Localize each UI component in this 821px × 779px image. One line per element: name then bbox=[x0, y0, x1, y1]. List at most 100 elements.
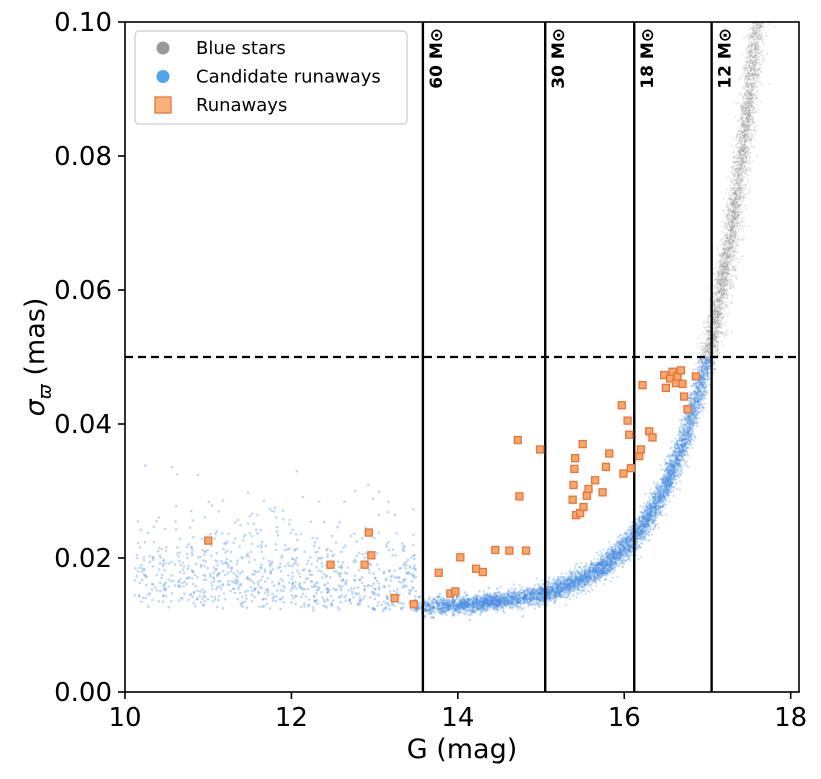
blue-star-point bbox=[707, 333, 710, 336]
candidate-point bbox=[609, 580, 613, 583]
candidate-point bbox=[678, 419, 682, 422]
blue-star-point bbox=[733, 254, 736, 257]
blue-star-point bbox=[723, 309, 726, 312]
blue-star-point bbox=[722, 253, 725, 256]
blue-star-point bbox=[719, 284, 722, 287]
blue-star-point bbox=[731, 255, 734, 258]
blue-star-point bbox=[738, 164, 740, 167]
candidate-point bbox=[262, 499, 266, 503]
blue-star-point bbox=[741, 189, 744, 192]
blue-star-point bbox=[731, 222, 734, 225]
series-blue-stars bbox=[692, 22, 776, 365]
candidate-point bbox=[232, 571, 236, 575]
blue-star-point bbox=[734, 234, 737, 237]
blue-star-point bbox=[737, 119, 740, 122]
blue-star-point bbox=[722, 291, 725, 294]
blue-star-point bbox=[714, 285, 717, 287]
candidate-point bbox=[670, 440, 674, 443]
blue-star-point bbox=[743, 143, 746, 146]
blue-star-point bbox=[716, 347, 719, 350]
blue-star-point bbox=[721, 323, 724, 325]
blue-star-point bbox=[708, 341, 711, 344]
blue-star-point bbox=[723, 336, 726, 338]
blue-star-point bbox=[704, 362, 707, 365]
blue-star-point bbox=[734, 268, 737, 271]
blue-star-point bbox=[715, 332, 718, 335]
blue-star-point bbox=[743, 140, 746, 143]
blue-star-point bbox=[751, 35, 754, 38]
blue-star-point bbox=[733, 214, 736, 217]
blue-star-point bbox=[761, 83, 764, 86]
blue-star-point bbox=[712, 304, 715, 307]
blue-star-point bbox=[727, 240, 730, 242]
blue-star-point bbox=[745, 140, 748, 143]
blue-star-point bbox=[738, 160, 741, 163]
blue-star-point bbox=[747, 42, 750, 45]
blue-star-point bbox=[730, 189, 733, 192]
blue-star-point bbox=[726, 237, 729, 240]
candidate-point bbox=[356, 586, 360, 589]
blue-star-point bbox=[746, 119, 749, 122]
blue-star-point bbox=[716, 304, 719, 306]
blue-star-point bbox=[755, 48, 758, 51]
blue-star-point bbox=[716, 287, 719, 290]
blue-star-point bbox=[716, 331, 719, 333]
blue-star-point bbox=[729, 215, 732, 218]
blue-star-point bbox=[723, 283, 726, 286]
candidate-point bbox=[183, 580, 186, 584]
blue-star-point bbox=[743, 125, 746, 128]
candidate-point bbox=[388, 590, 392, 593]
blue-star-point bbox=[729, 278, 732, 281]
candidate-point bbox=[294, 580, 297, 584]
blue-star-point bbox=[759, 100, 762, 103]
candidate-point bbox=[463, 591, 467, 594]
blue-star-point bbox=[717, 271, 719, 274]
blue-star-point bbox=[724, 304, 727, 307]
candidate-point bbox=[196, 556, 200, 559]
blue-star-point bbox=[743, 175, 745, 178]
blue-star-point bbox=[750, 91, 753, 94]
blue-star-point bbox=[729, 226, 732, 229]
blue-star-point bbox=[724, 272, 727, 275]
blue-star-point bbox=[729, 228, 732, 231]
blue-star-point bbox=[747, 64, 750, 67]
blue-star-point bbox=[737, 197, 740, 200]
blue-star-point bbox=[718, 299, 721, 302]
blue-star-point bbox=[746, 109, 749, 112]
candidate-point bbox=[204, 560, 207, 563]
blue-star-point bbox=[738, 204, 741, 207]
blue-star-point bbox=[723, 281, 726, 284]
blue-star-point bbox=[718, 307, 721, 310]
blue-star-point bbox=[764, 31, 767, 34]
blue-star-point bbox=[751, 97, 754, 100]
blue-star-point bbox=[731, 234, 734, 237]
blue-star-point bbox=[715, 305, 718, 308]
blue-star-point bbox=[748, 131, 751, 134]
blue-star-point bbox=[752, 137, 755, 140]
blue-star-point bbox=[721, 220, 724, 223]
blue-star-point bbox=[735, 196, 738, 199]
blue-star-point bbox=[760, 36, 763, 38]
blue-star-point bbox=[732, 209, 735, 212]
blue-star-point bbox=[731, 166, 734, 169]
blue-star-point bbox=[731, 221, 734, 224]
blue-star-point bbox=[723, 324, 726, 327]
blue-star-point bbox=[751, 49, 754, 52]
blue-star-point bbox=[745, 47, 748, 50]
blue-star-point bbox=[702, 348, 705, 351]
blue-star-point bbox=[717, 307, 720, 310]
blue-star-point bbox=[744, 184, 747, 186]
blue-star-point bbox=[734, 172, 737, 175]
blue-star-point bbox=[729, 166, 732, 169]
blue-star-point bbox=[728, 281, 731, 284]
blue-star-point bbox=[701, 349, 703, 351]
blue-star-point bbox=[759, 51, 762, 54]
blue-star-point bbox=[741, 211, 744, 214]
blue-star-point bbox=[717, 291, 720, 294]
blue-star-point bbox=[733, 187, 736, 190]
blue-star-point bbox=[724, 228, 726, 231]
blue-star-point bbox=[751, 33, 754, 36]
blue-star-point bbox=[741, 101, 744, 104]
blue-star-point bbox=[747, 25, 750, 28]
blue-star-point bbox=[716, 310, 719, 312]
